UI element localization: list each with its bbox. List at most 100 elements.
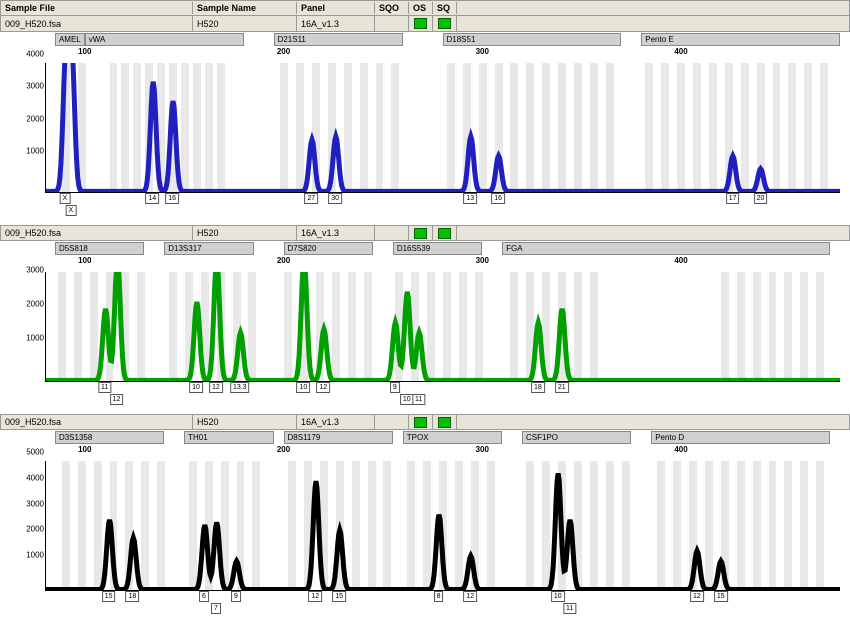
allele-box[interactable]: 12	[463, 591, 477, 602]
allele-box[interactable]: 7	[211, 603, 221, 614]
allele-box[interactable]: 10	[551, 591, 565, 602]
sqo-cell	[375, 226, 409, 240]
allele-box[interactable]: 18	[126, 591, 140, 602]
marker-label[interactable]: D7S820	[284, 242, 373, 255]
y-axis: 10002000300040005000	[6, 461, 44, 590]
panel-0: 009_H520.fsaH52016A_v1.3AMELvWA D21S11 D18…	[0, 16, 850, 219]
allele-box[interactable]: 13.3	[230, 382, 250, 393]
sq-cell	[433, 226, 457, 240]
x-axis: 100200300400	[45, 47, 840, 59]
x-tick: 400	[674, 47, 687, 56]
allele-box[interactable]: 11	[563, 603, 576, 614]
allele-box[interactable]: 14	[145, 193, 159, 204]
marker-label[interactable]: AMEL	[55, 33, 85, 46]
sample-name: H520	[193, 415, 297, 429]
panel-2: 009_H520.fsaH52016A_v1.3D3S1358 TH01 D8S11…	[0, 414, 850, 617]
allele-box[interactable]: 9	[390, 382, 400, 393]
marker-label[interactable]: vWA	[85, 33, 244, 46]
allele-box[interactable]: 20	[754, 193, 768, 204]
allele-box[interactable]: 6	[199, 591, 209, 602]
y-axis: 100020003000	[6, 272, 44, 381]
allele-box[interactable]: 15	[332, 591, 346, 602]
x-tick: 100	[78, 47, 91, 56]
electropherogram[interactable]: 10002000300040005000	[45, 461, 840, 591]
x-axis: 100200300400	[45, 445, 840, 457]
sample-name: H520	[193, 226, 297, 240]
col-file: Sample File	[1, 2, 193, 14]
allele-box[interactable]: 30	[328, 193, 342, 204]
allele-box[interactable]: X	[60, 193, 71, 204]
y-tick: 2000	[8, 114, 44, 123]
trace	[46, 461, 840, 590]
allele-box[interactable]: 18	[531, 382, 545, 393]
marker-label[interactable]: D16S539	[393, 242, 482, 255]
os-cell	[409, 415, 433, 429]
y-tick: 4000	[8, 50, 44, 59]
allele-box[interactable]: 10	[296, 382, 310, 393]
marker-label[interactable]: D5S818	[55, 242, 144, 255]
sq-cell	[433, 415, 457, 429]
x-tick: 400	[674, 445, 687, 454]
allele-box[interactable]: 12	[110, 394, 124, 405]
col-sqo: SQO	[375, 2, 409, 14]
status-icon	[414, 417, 427, 428]
os-cell	[409, 226, 433, 240]
x-tick: 400	[674, 256, 687, 265]
marker-label[interactable]: D13S317	[164, 242, 253, 255]
marker-label[interactable]: Pento E	[641, 33, 840, 46]
allele-box[interactable]: 10	[189, 382, 203, 393]
sqo-cell	[375, 16, 409, 31]
allele-box[interactable]: 15	[714, 591, 728, 602]
sample-file: 009_H520.fsa	[1, 16, 193, 31]
sample-file: 009_H520.fsa	[1, 226, 193, 240]
allele-box[interactable]: 16	[165, 193, 179, 204]
y-tick: 2000	[8, 525, 44, 534]
electropherogram[interactable]: 100020003000	[45, 272, 840, 382]
y-tick: 3000	[8, 265, 44, 274]
marker-label[interactable]: Pento D	[651, 431, 830, 444]
status-icon	[438, 228, 451, 239]
trace	[46, 272, 840, 381]
allele-box[interactable]: 13	[463, 193, 477, 204]
marker-label[interactable]: D8S1179	[284, 431, 393, 444]
x-tick: 300	[476, 256, 489, 265]
allele-box[interactable]: 12	[316, 382, 330, 393]
col-os: OS	[409, 2, 433, 14]
allele-box[interactable]: 16	[491, 193, 505, 204]
allele-box[interactable]: 12	[308, 591, 322, 602]
allele-box[interactable]: 11	[412, 394, 425, 405]
marker-label[interactable]: FGA	[502, 242, 830, 255]
allele-box[interactable]: X	[65, 205, 76, 216]
sq-cell	[433, 16, 457, 31]
sample-row[interactable]: 009_H520.fsaH52016A_v1.3	[0, 225, 850, 241]
marker-label[interactable]: D3S1358	[55, 431, 164, 444]
marker-label[interactable]: CSF1PO	[522, 431, 631, 444]
allele-box[interactable]: 21	[555, 382, 569, 393]
y-tick: 5000	[8, 448, 44, 457]
status-icon	[414, 228, 427, 239]
allele-box[interactable]: 27	[304, 193, 318, 204]
allele-box[interactable]: 12	[690, 591, 704, 602]
column-headers: Sample File Sample Name Panel SQO OS SQ	[0, 0, 850, 16]
marker-bar: D3S1358 TH01 D8S1179 TPOX CSF1PO Pento D	[45, 431, 840, 445]
sample-row[interactable]: 009_H520.fsaH52016A_v1.3	[0, 16, 850, 32]
allele-box[interactable]: 17	[726, 193, 740, 204]
marker-label[interactable]: TPOX	[403, 431, 502, 444]
y-tick: 3000	[8, 499, 44, 508]
marker-label[interactable]: D21S11	[274, 33, 403, 46]
marker-label[interactable]: TH01	[184, 431, 273, 444]
allele-box[interactable]: 8	[434, 591, 444, 602]
marker-label[interactable]: D18S51	[443, 33, 622, 46]
status-icon	[414, 18, 427, 29]
electropherogram[interactable]: 1000200030004000	[45, 63, 840, 193]
sample-file: 009_H520.fsa	[1, 415, 193, 429]
allele-box[interactable]: 11	[98, 382, 111, 393]
allele-box[interactable]: 12	[209, 382, 223, 393]
panel-1: 009_H520.fsaH52016A_v1.3D5S818 D13S317 D7S…	[0, 225, 850, 408]
allele-box[interactable]: 15	[102, 591, 116, 602]
allele-box[interactable]: 9	[231, 591, 241, 602]
os-cell	[409, 16, 433, 31]
y-axis: 1000200030004000	[6, 63, 44, 192]
sample-row[interactable]: 009_H520.fsaH52016A_v1.3	[0, 414, 850, 430]
y-tick: 1000	[8, 551, 44, 560]
